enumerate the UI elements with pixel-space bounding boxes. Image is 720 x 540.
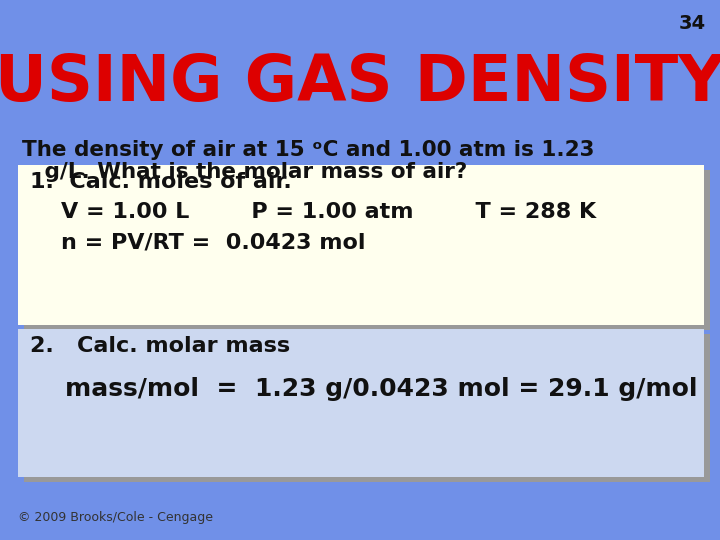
Text: n = PV/RT =  0.0423 mol: n = PV/RT = 0.0423 mol (30, 232, 366, 252)
FancyBboxPatch shape (24, 170, 710, 330)
Text: 2.   Calc. molar mass: 2. Calc. molar mass (30, 336, 290, 356)
Text: The density of air at 15 ᵒC and 1.00 atm is 1.23: The density of air at 15 ᵒC and 1.00 atm… (22, 140, 595, 160)
Text: USING GAS DENSITY: USING GAS DENSITY (0, 52, 720, 114)
Text: V = 1.00 L        P = 1.00 atm        T = 288 K: V = 1.00 L P = 1.00 atm T = 288 K (30, 202, 596, 222)
Text: 34: 34 (679, 14, 706, 33)
Text: 1.  Calc. moles of air.: 1. Calc. moles of air. (30, 172, 292, 192)
FancyBboxPatch shape (18, 165, 704, 325)
FancyBboxPatch shape (18, 329, 704, 477)
Text: © 2009 Brooks/Cole - Cengage: © 2009 Brooks/Cole - Cengage (18, 511, 213, 524)
FancyBboxPatch shape (24, 334, 710, 482)
Text: mass/mol  =  1.23 g/0.0423 mol = 29.1 g/mol: mass/mol = 1.23 g/0.0423 mol = 29.1 g/mo… (30, 377, 698, 401)
Text: g/L. What is the molar mass of air?: g/L. What is the molar mass of air? (22, 162, 467, 182)
